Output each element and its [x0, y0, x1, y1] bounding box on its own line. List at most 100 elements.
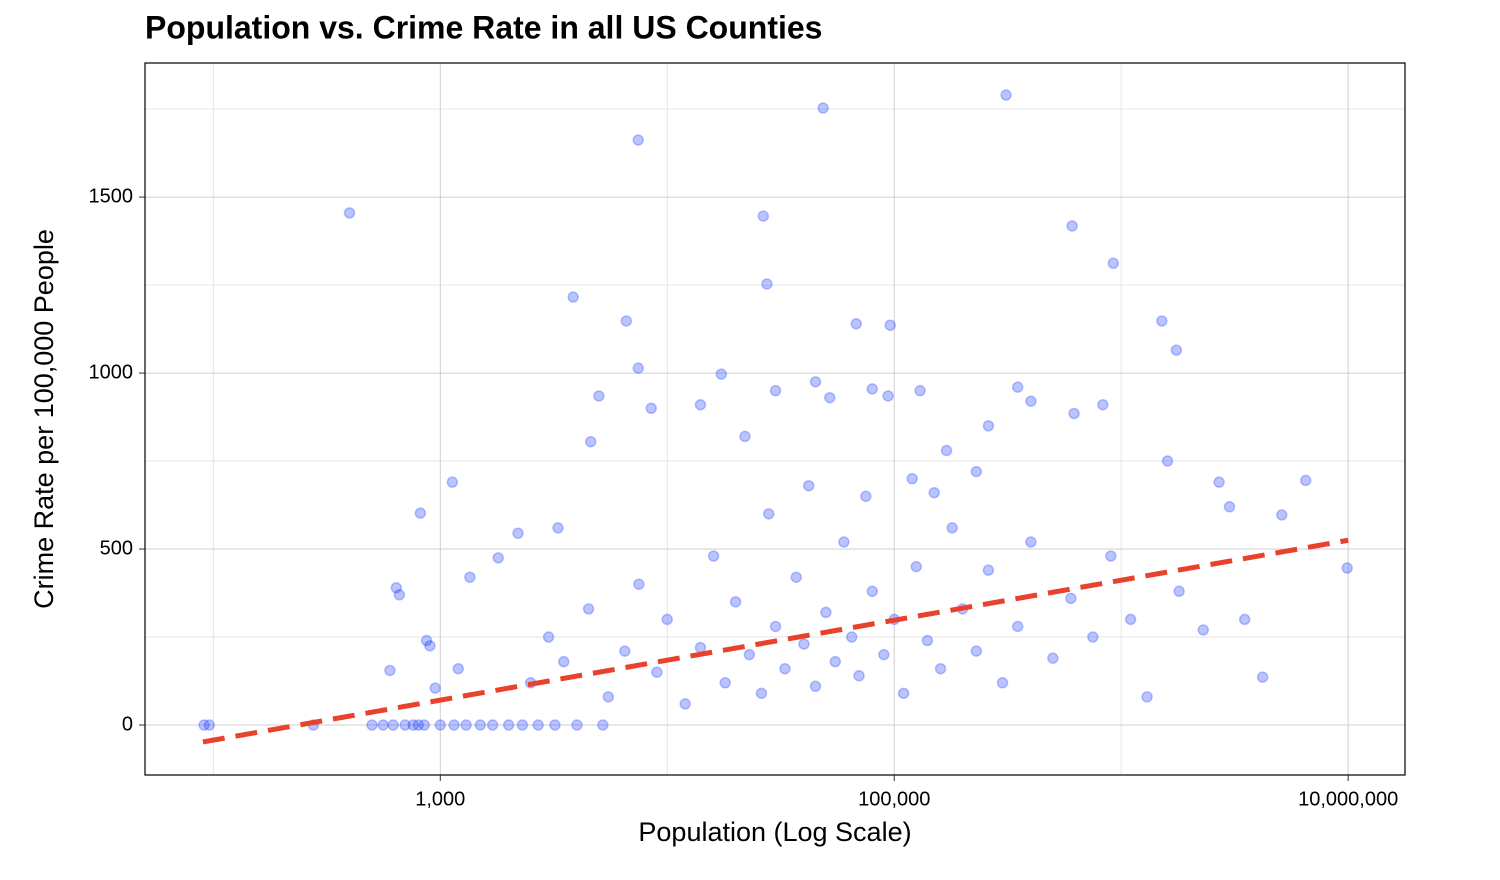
chart-title: Population vs. Crime Rate in all US Coun… — [145, 9, 822, 45]
point — [198, 719, 210, 731]
point — [584, 435, 597, 448]
point — [593, 390, 605, 402]
point — [1170, 344, 1183, 356]
point — [632, 362, 644, 374]
point — [853, 669, 865, 682]
point — [1011, 620, 1024, 633]
point — [779, 662, 791, 675]
point — [707, 550, 720, 562]
point — [602, 691, 615, 703]
point — [790, 571, 802, 583]
y-tick-label: 1000 — [89, 361, 134, 383]
point — [542, 631, 555, 643]
point — [910, 560, 922, 573]
x-tick-label: 10,000,000 — [1298, 788, 1398, 810]
point — [1223, 501, 1236, 513]
point — [1161, 455, 1174, 467]
point — [1299, 474, 1312, 487]
point — [384, 664, 396, 677]
x-tick-label: 100,000 — [858, 788, 930, 810]
point — [1156, 315, 1168, 327]
point — [552, 522, 564, 534]
point — [824, 391, 836, 404]
point — [829, 655, 842, 668]
point — [802, 479, 815, 492]
point — [743, 648, 756, 661]
point — [1213, 476, 1225, 488]
point — [679, 698, 691, 710]
point — [763, 508, 775, 520]
point — [982, 564, 995, 576]
point — [632, 134, 644, 146]
point — [558, 655, 570, 668]
trend-line — [202, 537, 1349, 745]
point — [460, 719, 472, 731]
point — [446, 476, 459, 488]
point — [424, 640, 436, 652]
point — [817, 102, 829, 114]
point — [582, 603, 595, 615]
point — [914, 384, 926, 397]
point — [366, 719, 378, 731]
y-tick-label: 500 — [100, 537, 133, 559]
point — [970, 645, 983, 657]
point — [1107, 257, 1120, 270]
plot-border — [144, 62, 1406, 776]
point — [739, 430, 751, 443]
point — [567, 291, 579, 303]
point — [1066, 220, 1078, 232]
y-tick-label: 1500 — [89, 185, 134, 207]
point — [809, 376, 822, 388]
point — [1025, 536, 1037, 548]
x-tick-label: 1,000 — [415, 788, 465, 810]
point — [866, 383, 878, 395]
point — [393, 589, 406, 601]
point — [492, 552, 504, 564]
point — [996, 677, 1009, 689]
point — [203, 719, 216, 731]
point — [1087, 631, 1099, 643]
point — [1068, 407, 1080, 420]
point — [1341, 562, 1353, 574]
point — [597, 719, 609, 731]
point — [1011, 381, 1024, 393]
point — [571, 719, 583, 731]
point — [414, 507, 427, 519]
point — [882, 390, 894, 402]
point — [412, 719, 425, 731]
point — [729, 596, 742, 608]
point — [694, 398, 707, 411]
point — [1025, 395, 1037, 407]
point — [429, 682, 441, 694]
point — [407, 719, 419, 731]
point — [1000, 89, 1012, 101]
point — [838, 536, 850, 548]
point — [1065, 592, 1077, 605]
point — [1097, 398, 1109, 411]
point — [850, 318, 862, 330]
point — [448, 719, 460, 731]
point — [866, 585, 878, 598]
point — [860, 490, 872, 503]
point — [820, 606, 832, 619]
point — [645, 402, 657, 415]
point — [757, 210, 770, 222]
point — [946, 522, 958, 534]
point — [1047, 652, 1059, 664]
point — [884, 319, 896, 331]
point — [940, 444, 953, 457]
point — [486, 719, 499, 731]
point — [798, 638, 810, 650]
point — [1238, 613, 1251, 626]
point — [809, 680, 822, 693]
point — [387, 719, 399, 731]
point — [661, 613, 674, 626]
point — [399, 719, 411, 731]
point — [934, 662, 947, 675]
point — [474, 719, 487, 731]
point — [694, 641, 707, 654]
point — [452, 662, 465, 675]
point — [502, 719, 515, 731]
point — [512, 527, 524, 539]
point — [418, 719, 431, 731]
